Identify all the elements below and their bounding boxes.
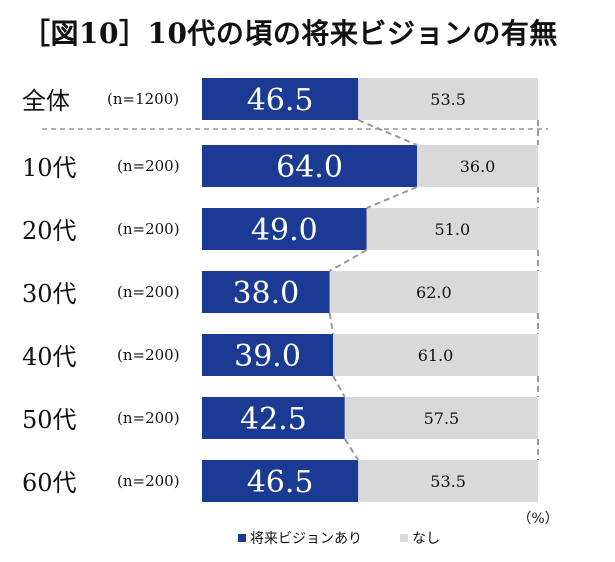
data-label-yes: 46.5 [247, 83, 314, 118]
data-label-no: 61.0 [418, 346, 454, 365]
data-label-yes: 38.0 [232, 276, 299, 311]
bar-no [417, 145, 538, 187]
data-label-no: 51.0 [435, 220, 471, 239]
sample-size-label: (n=200) [117, 409, 180, 427]
category-label: 40代 [22, 343, 77, 371]
sample-size-label: (n=200) [117, 157, 180, 175]
bar-yes [202, 145, 418, 187]
legend-label: 将来ビジョンあり [250, 531, 362, 547]
sample-size-label: (n=200) [117, 472, 180, 490]
sample-size-label: (n=1200) [107, 90, 179, 108]
category-label: 50代 [22, 406, 77, 434]
data-label-yes: 39.0 [234, 339, 301, 374]
connector-line [329, 249, 368, 272]
bar-yes [202, 460, 359, 502]
connector-line [343, 438, 360, 461]
bar-no [366, 208, 538, 250]
category-label: 10代 [22, 154, 77, 182]
connector-line [357, 119, 418, 146]
legend-swatch [400, 534, 408, 542]
bar-no [344, 397, 538, 439]
bar-yes [202, 78, 359, 120]
data-label-no: 62.0 [416, 283, 452, 302]
category-label: 20代 [22, 217, 77, 245]
chart-title: ［図10］10代の頃の将来ビジョンの有無 [22, 17, 558, 50]
bar-yes [202, 334, 334, 376]
data-label-no: 53.5 [430, 90, 466, 109]
bar-no [358, 78, 538, 120]
data-label-yes: 49.0 [251, 213, 318, 248]
category-label: 全体 [22, 87, 70, 115]
data-label-no: 57.5 [424, 409, 460, 428]
data-label-no: 53.5 [430, 472, 466, 491]
legend-swatch [238, 534, 246, 542]
connector-line [328, 312, 335, 335]
bar-yes [202, 271, 330, 313]
category-label: 60代 [22, 469, 77, 497]
bar-yes [202, 208, 367, 250]
sample-size-label: (n=200) [117, 220, 180, 238]
sample-size-label: (n=200) [117, 283, 180, 301]
bar-no [333, 334, 538, 376]
unit-label: （%） [517, 511, 558, 527]
category-label: 30代 [22, 280, 77, 308]
legend-label: なし [412, 531, 440, 547]
connector-line [332, 375, 346, 398]
bar-no [358, 460, 538, 502]
data-label-no: 36.0 [460, 157, 496, 176]
data-label-yes: 46.5 [247, 465, 314, 500]
bar-no [329, 271, 538, 313]
sample-size-label: (n=200) [117, 346, 180, 364]
bar-yes [202, 397, 345, 439]
connector-line [366, 186, 418, 209]
data-label-yes: 42.5 [240, 402, 307, 437]
data-label-yes: 64.0 [276, 150, 343, 185]
